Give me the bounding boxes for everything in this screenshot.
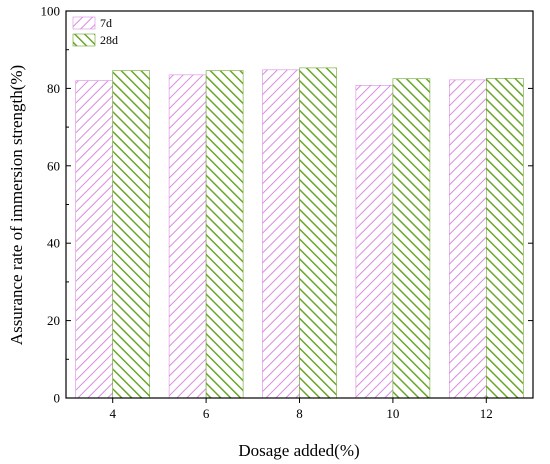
bar-7d-4 [75,80,113,399]
bar-7d-12 [448,79,487,399]
bar-28d-12 [485,78,524,399]
x-tick-label: 10 [386,406,399,421]
x-tick-label: 8 [296,406,303,421]
legend-label-7d: 7d [100,16,112,30]
x-axis-title: Dosage added(%) [238,441,359,460]
legend-label-28d: 28d [100,33,118,47]
bar-7d-6 [168,74,207,399]
y-tick-label: 20 [47,313,60,328]
bar-28d-6 [205,70,244,399]
y-tick-label: 80 [47,81,60,96]
y-axis: 0 20 40 60 80 100 [41,4,533,406]
bar-7d-8 [262,69,300,399]
y-tick-label: 0 [54,391,61,406]
y-tick-label: 60 [47,158,60,173]
bars-layer [75,67,524,399]
legend-swatch-7d [72,16,96,30]
x-tick-label: 4 [109,406,116,421]
x-axis: 4 6 8 10 12 [109,398,493,421]
y-tick-label: 40 [47,236,60,251]
bar-28d-8 [299,67,337,399]
y-axis-title: Assurance rate of immersion strength(%) [7,65,26,345]
legend-swatch-28d [72,33,96,47]
bar-28d-10 [392,78,431,399]
x-tick-label: 6 [203,406,210,421]
bar-28d-4 [112,70,150,399]
bar-7d-10 [355,85,394,399]
y-tick-label: 100 [41,4,61,19]
x-tick-label: 12 [480,406,493,421]
